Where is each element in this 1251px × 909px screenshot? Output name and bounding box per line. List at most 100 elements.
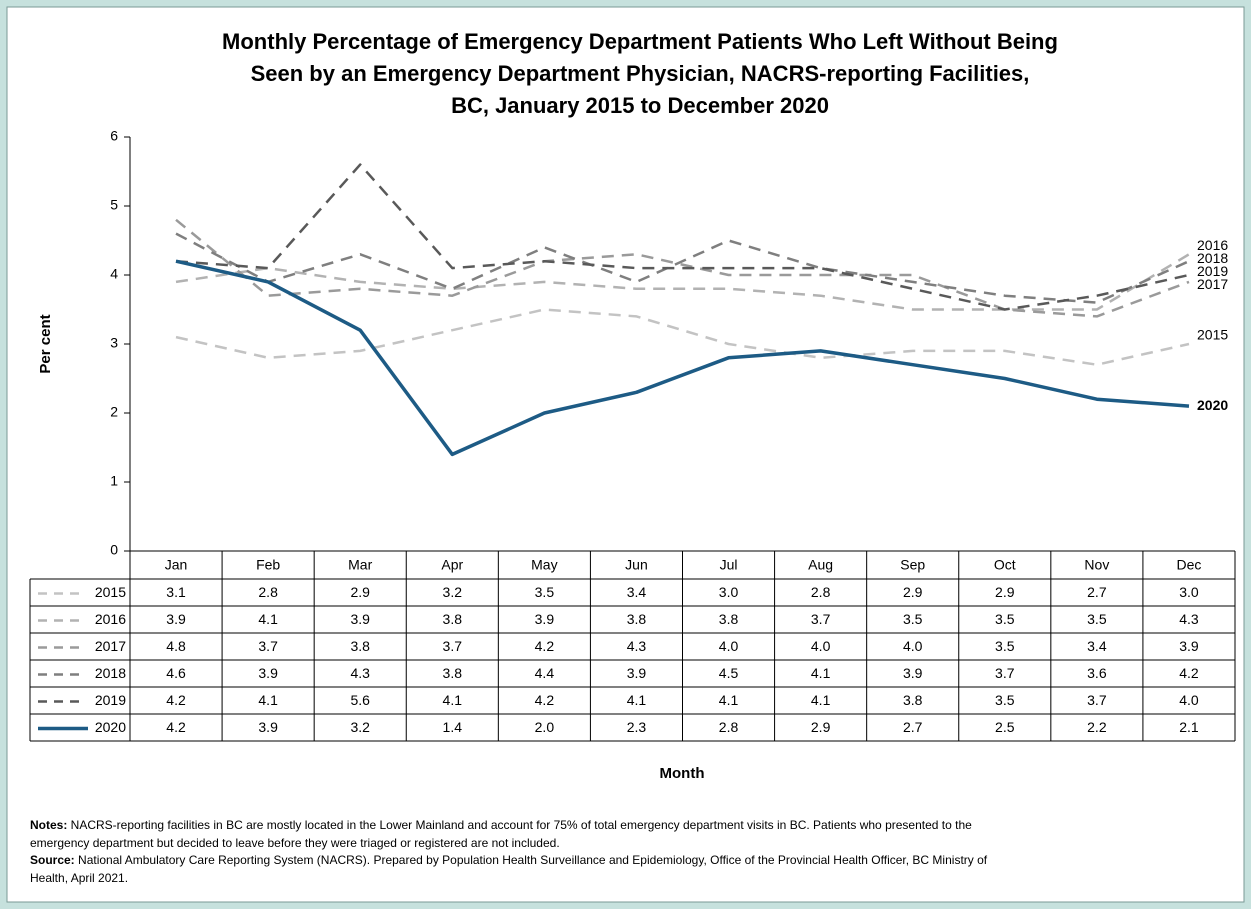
- table-cell: 3.5: [995, 692, 1015, 708]
- table-cell: 4.3: [627, 638, 647, 654]
- table-cell: 4.1: [811, 692, 831, 708]
- table-cell: 4.8: [166, 638, 186, 654]
- table-cell: 3.8: [443, 665, 463, 681]
- legend-label: 2020: [95, 719, 126, 735]
- table-cell: 3.9: [1179, 638, 1199, 654]
- x-tick-label: Jun: [625, 557, 648, 573]
- y-tick-label: 5: [110, 197, 118, 213]
- table-cell: 4.0: [719, 638, 739, 654]
- table-cell: 2.0: [535, 719, 555, 735]
- table-cell: 3.8: [443, 611, 463, 627]
- table-cell: 3.8: [903, 692, 923, 708]
- chart-title: BC, January 2015 to December 2020: [451, 93, 829, 118]
- y-tick-label: 2: [110, 404, 118, 420]
- table-cell: 3.5: [535, 584, 555, 600]
- source-label: Source:: [30, 853, 75, 867]
- x-tick-label: Jul: [720, 557, 738, 573]
- x-tick-label: Dec: [1177, 557, 1202, 573]
- y-tick-label: 6: [110, 128, 118, 144]
- series-end-label: 2020: [1197, 397, 1228, 413]
- x-tick-label: May: [531, 557, 557, 573]
- chart-title: Monthly Percentage of Emergency Departme…: [222, 29, 1058, 54]
- legend-label: 2015: [95, 584, 126, 600]
- series-end-label: 2017: [1197, 276, 1228, 292]
- table-cell: 2.2: [1087, 719, 1107, 735]
- table-cell: 2.3: [627, 719, 647, 735]
- series-line: [175, 218, 1190, 318]
- table-cell: 3.5: [995, 611, 1015, 627]
- source: Source: National Ambulatory Care Reporti…: [30, 853, 988, 867]
- x-tick-label: Jan: [165, 557, 188, 573]
- source-text: Health, April 2021.: [30, 871, 128, 885]
- x-axis-label: Month: [660, 765, 705, 782]
- legend-label: 2019: [95, 692, 126, 708]
- table-cell: 4.3: [1179, 611, 1199, 627]
- legend-label: 2018: [95, 665, 126, 681]
- notes-text: emergency department but decided to leav…: [30, 836, 560, 850]
- notes: Notes: NACRS-reporting facilities in BC …: [30, 818, 972, 832]
- table-cell: 4.1: [627, 692, 647, 708]
- table-cell: 4.2: [535, 692, 555, 708]
- panel: [6, 6, 1245, 903]
- table-cell: 3.5: [995, 638, 1015, 654]
- table-cell: 4.0: [1179, 692, 1199, 708]
- table-cell: 3.9: [258, 719, 278, 735]
- series-end-label: 2015: [1197, 327, 1228, 343]
- table-cell: 2.9: [903, 584, 923, 600]
- table-cell: 3.5: [903, 611, 923, 627]
- table-cell: 3.1: [166, 584, 186, 600]
- y-tick-label: 0: [110, 542, 118, 558]
- table-cell: 2.8: [258, 584, 278, 600]
- table-cell: 3.0: [1179, 584, 1199, 600]
- x-tick-label: Aug: [808, 557, 833, 573]
- table-cell: 3.9: [166, 611, 186, 627]
- table-cell: 2.9: [995, 584, 1015, 600]
- table-cell: 3.7: [811, 611, 831, 627]
- table-cell: 4.1: [719, 692, 739, 708]
- table-cell: 5.6: [350, 692, 370, 708]
- table-cell: 4.4: [535, 665, 555, 681]
- series-line: [175, 308, 1190, 366]
- table-cell: 3.5: [1087, 611, 1107, 627]
- table-cell: 3.9: [535, 611, 555, 627]
- x-tick-label: Mar: [348, 557, 372, 573]
- table-cell: 4.5: [719, 665, 739, 681]
- table-cell: 4.0: [903, 638, 923, 654]
- table-cell: 3.9: [627, 665, 647, 681]
- table-cell: 1.4: [443, 719, 463, 735]
- series-line: [175, 163, 1190, 311]
- table-cell: 3.6: [1087, 665, 1107, 681]
- table-cell: 3.0: [719, 584, 739, 600]
- table-cell: 4.1: [258, 692, 278, 708]
- table-cell: 4.1: [258, 611, 278, 627]
- table-cell: 3.7: [995, 665, 1015, 681]
- table-cell: 2.5: [995, 719, 1015, 735]
- notes-text: NACRS-reporting facilities in BC are mos…: [67, 818, 972, 832]
- x-tick-label: Sep: [900, 557, 925, 573]
- table-cell: 3.9: [350, 611, 370, 627]
- table-cell: 4.6: [166, 665, 186, 681]
- y-axis-label: Per cent: [37, 314, 54, 373]
- chart-title: Seen by an Emergency Department Physicia…: [251, 61, 1030, 86]
- table-cell: 2.7: [1087, 584, 1107, 600]
- table-cell: 4.2: [535, 638, 555, 654]
- table-cell: 4.1: [443, 692, 463, 708]
- table-cell: 4.1: [811, 665, 831, 681]
- y-tick-label: 4: [110, 266, 118, 282]
- table-cell: 3.9: [903, 665, 923, 681]
- table-cell: 4.3: [350, 665, 370, 681]
- y-tick-label: 1: [110, 473, 118, 489]
- table-cell: 2.1: [1179, 719, 1199, 735]
- table-cell: 3.7: [443, 638, 463, 654]
- table-cell: 3.4: [627, 584, 647, 600]
- table-cell: 4.2: [1179, 665, 1199, 681]
- table-cell: 2.7: [903, 719, 923, 735]
- table-cell: 3.7: [1087, 692, 1107, 708]
- table-cell: 3.8: [627, 611, 647, 627]
- table-cell: 3.9: [258, 665, 278, 681]
- table-cell: 2.8: [811, 584, 831, 600]
- series-end-label: 2016: [1197, 237, 1228, 253]
- table-cell: 2.8: [719, 719, 739, 735]
- y-tick-label: 3: [110, 335, 118, 351]
